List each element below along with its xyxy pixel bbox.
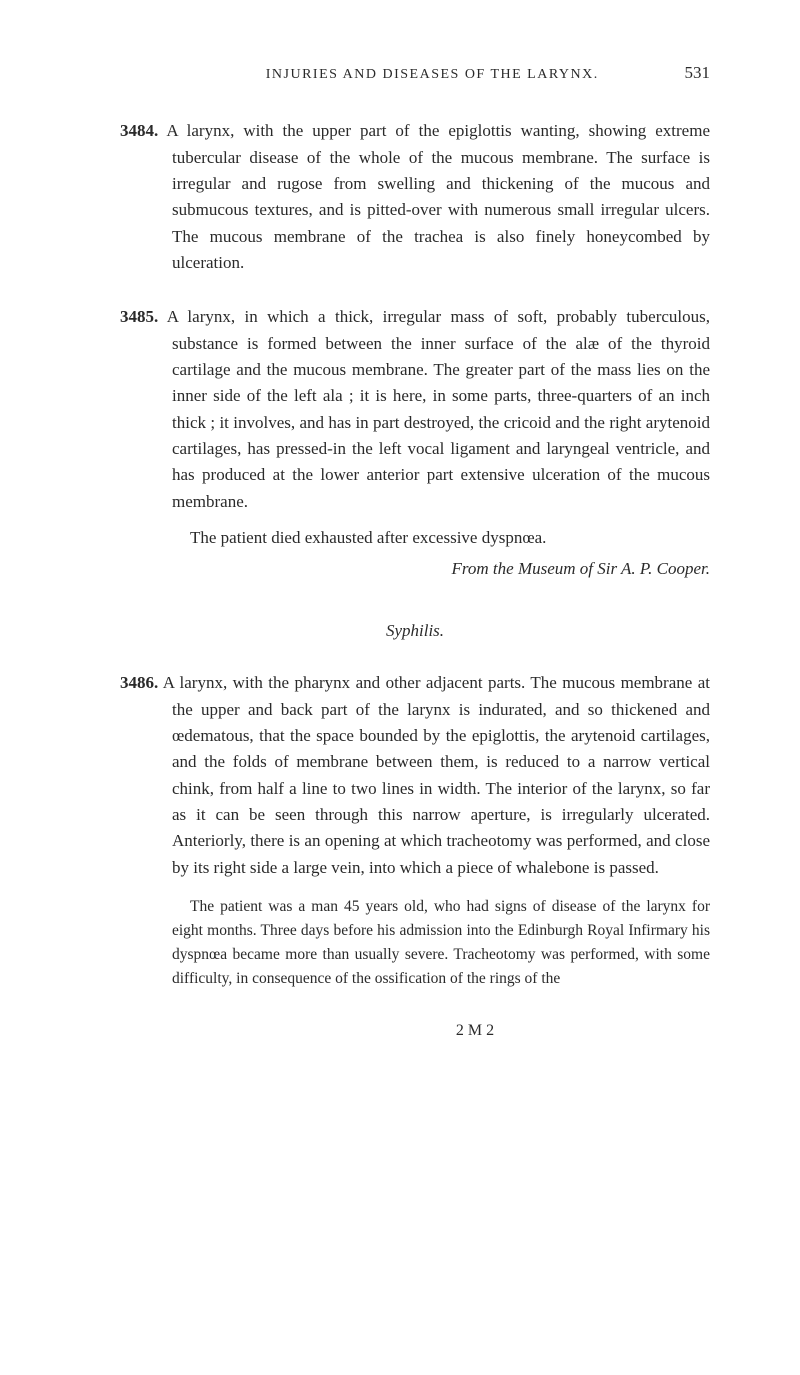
entry-attribution: From the Museum of Sir A. P. Cooper. [120, 556, 710, 582]
header-title: INJURIES AND DISEASES OF THE LARYNX. [206, 64, 599, 86]
entry-3486: 3486. A larynx, with the pharynx and oth… [120, 670, 710, 991]
entry-number: 3484. [120, 121, 158, 140]
entry-number: 3486. [120, 673, 158, 692]
entry-clinical-note: The patient was a man 45 years old, who … [120, 895, 710, 991]
entry-text: A larynx, with the pharynx and other adj… [163, 673, 710, 876]
entry-body: 3484. A larynx, with the upper part of t… [120, 118, 710, 276]
page-header: INJURIES AND DISEASES OF THE LARYNX. 531 [120, 60, 710, 86]
entry-3485: 3485. A larynx, in which a thick, irregu… [120, 304, 710, 581]
entry-3484: 3484. A larynx, with the upper part of t… [120, 118, 710, 276]
entry-text: A larynx, with the upper part of the epi… [166, 121, 710, 272]
entry-body: 3486. A larynx, with the pharynx and oth… [120, 670, 710, 881]
section-heading: Syphilis. [120, 618, 710, 644]
entry-body: 3485. A larynx, in which a thick, irregu… [120, 304, 710, 515]
footer-signature: 2 M 2 [120, 1019, 710, 1044]
entry-sub-note: The patient died exhausted after excessi… [120, 525, 710, 551]
entry-number: 3485. [120, 307, 158, 326]
entry-text: A larynx, in which a thick, irregular ma… [167, 307, 710, 510]
page-number: 531 [685, 60, 711, 86]
